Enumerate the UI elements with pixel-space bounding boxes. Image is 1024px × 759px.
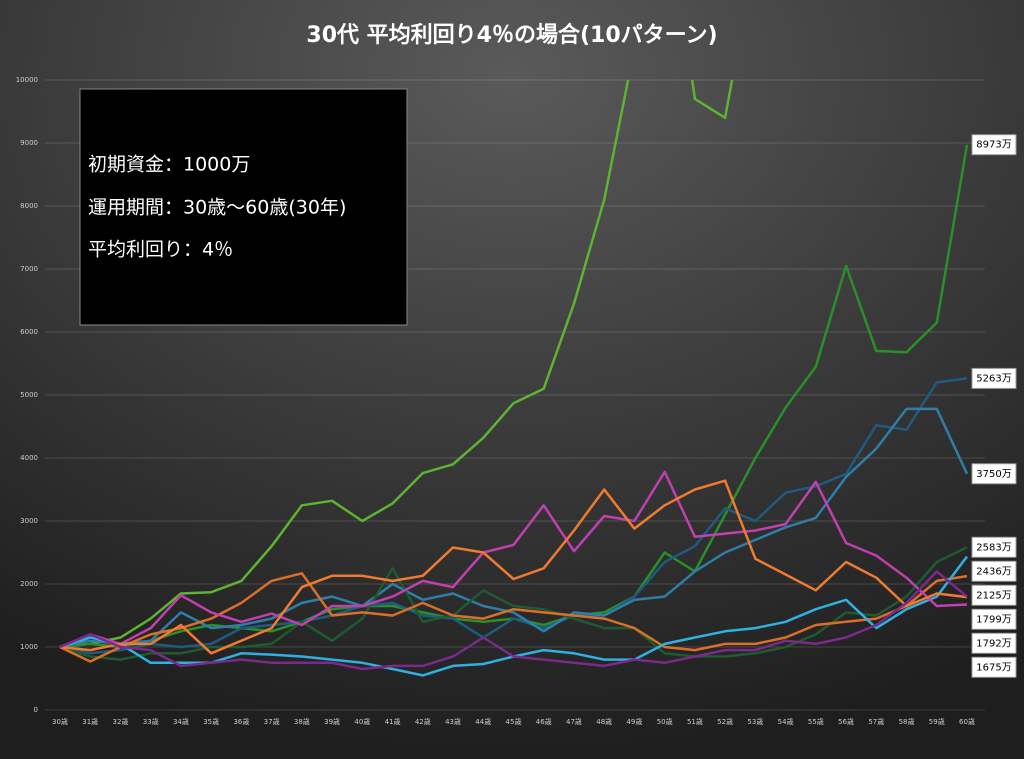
x-tick-label: 35歳 (203, 717, 219, 726)
x-tick-label: 41歳 (385, 717, 401, 726)
data-label-box (971, 584, 1017, 606)
x-tick-label: 58歳 (899, 717, 915, 726)
x-tick-label: 42歳 (415, 717, 431, 726)
x-tick-label: 59歳 (929, 717, 945, 726)
x-tick-label: 56歳 (838, 717, 854, 726)
x-tick-label: 46歳 (536, 717, 552, 726)
data-label: 3750万 (976, 469, 1011, 480)
y-tick-label: 6000 (20, 328, 38, 336)
data-label: 5263万 (976, 373, 1011, 384)
x-tick-label: 57歳 (868, 717, 884, 726)
line (59, 407, 969, 649)
line (59, 80, 734, 649)
x-tick-label: 43歳 (445, 717, 461, 726)
y-tick-label: 3000 (20, 517, 38, 525)
chart-title: 30代 平均利回り4％の場合(10パターン) (306, 22, 717, 48)
x-tick-label: 47歳 (566, 717, 582, 726)
line (59, 479, 968, 655)
x-tick-label: 49歳 (626, 717, 642, 726)
x-tick-label: 40歳 (354, 717, 370, 726)
x-tick-label: 45歳 (506, 717, 522, 726)
line (59, 377, 968, 655)
data-label-box (971, 463, 1017, 485)
data-label-box (971, 656, 1017, 678)
x-tick-label: 50歳 (657, 717, 673, 726)
x-tick-label: 38歳 (294, 717, 310, 726)
x-tick-label: 52歳 (717, 717, 733, 726)
x-tick-label: 54歳 (778, 717, 794, 726)
data-label-box (971, 367, 1017, 389)
line (59, 546, 968, 661)
x-tick-label: 51歳 (687, 717, 703, 726)
x-tick-label: 48歳 (596, 717, 612, 726)
data-label-box (971, 632, 1017, 654)
y-tick-label: 10000 (16, 76, 38, 84)
data-label: 2583万 (976, 542, 1011, 553)
info-box (79, 88, 408, 326)
data-label-box (971, 134, 1017, 156)
x-tick-label: 36歳 (233, 717, 249, 726)
x-tick-label: 44歳 (475, 717, 491, 726)
x-tick-label: 53歳 (747, 717, 763, 726)
line (59, 470, 968, 649)
data-label-box (971, 560, 1017, 582)
y-tick-label: 5000 (20, 391, 38, 399)
info-text: 運用期間：30歳～60歳(30年) (88, 197, 346, 219)
data-label: 1792万 (976, 638, 1011, 649)
y-tick-label: 4000 (20, 454, 38, 462)
x-tick-label: 55歳 (808, 717, 824, 726)
x-tick-label: 33歳 (143, 717, 159, 726)
y-tick-label: 9000 (20, 139, 38, 147)
y-tick-label: 7000 (20, 265, 38, 273)
x-tick-label: 39歳 (324, 717, 340, 726)
data-label-box (971, 536, 1017, 558)
x-tick-label: 60歳 (959, 717, 975, 726)
x-tick-label: 32歳 (113, 717, 129, 726)
info-text: 初期資金：1000万 (88, 154, 250, 176)
x-tick-label: 34歳 (173, 717, 189, 726)
x-tick-label: 37歳 (264, 717, 280, 726)
y-tick-label: 8000 (20, 202, 38, 210)
line (59, 572, 968, 663)
data-label: 1675万 (976, 662, 1011, 673)
data-label: 1799万 (976, 614, 1011, 625)
data-label: 2125万 (976, 590, 1011, 601)
y-tick-label: 0 (34, 706, 38, 714)
data-label: 2436万 (976, 566, 1011, 577)
y-tick-label: 2000 (20, 580, 38, 588)
data-label: 8973万 (976, 140, 1011, 151)
x-tick-label: 31歳 (82, 717, 98, 726)
y-tick-label: 1000 (20, 643, 38, 651)
line (59, 570, 968, 671)
x-tick-label: 30歳 (52, 717, 68, 726)
info-text: 平均利回り：4％ (88, 239, 233, 261)
data-label-box (971, 608, 1017, 630)
